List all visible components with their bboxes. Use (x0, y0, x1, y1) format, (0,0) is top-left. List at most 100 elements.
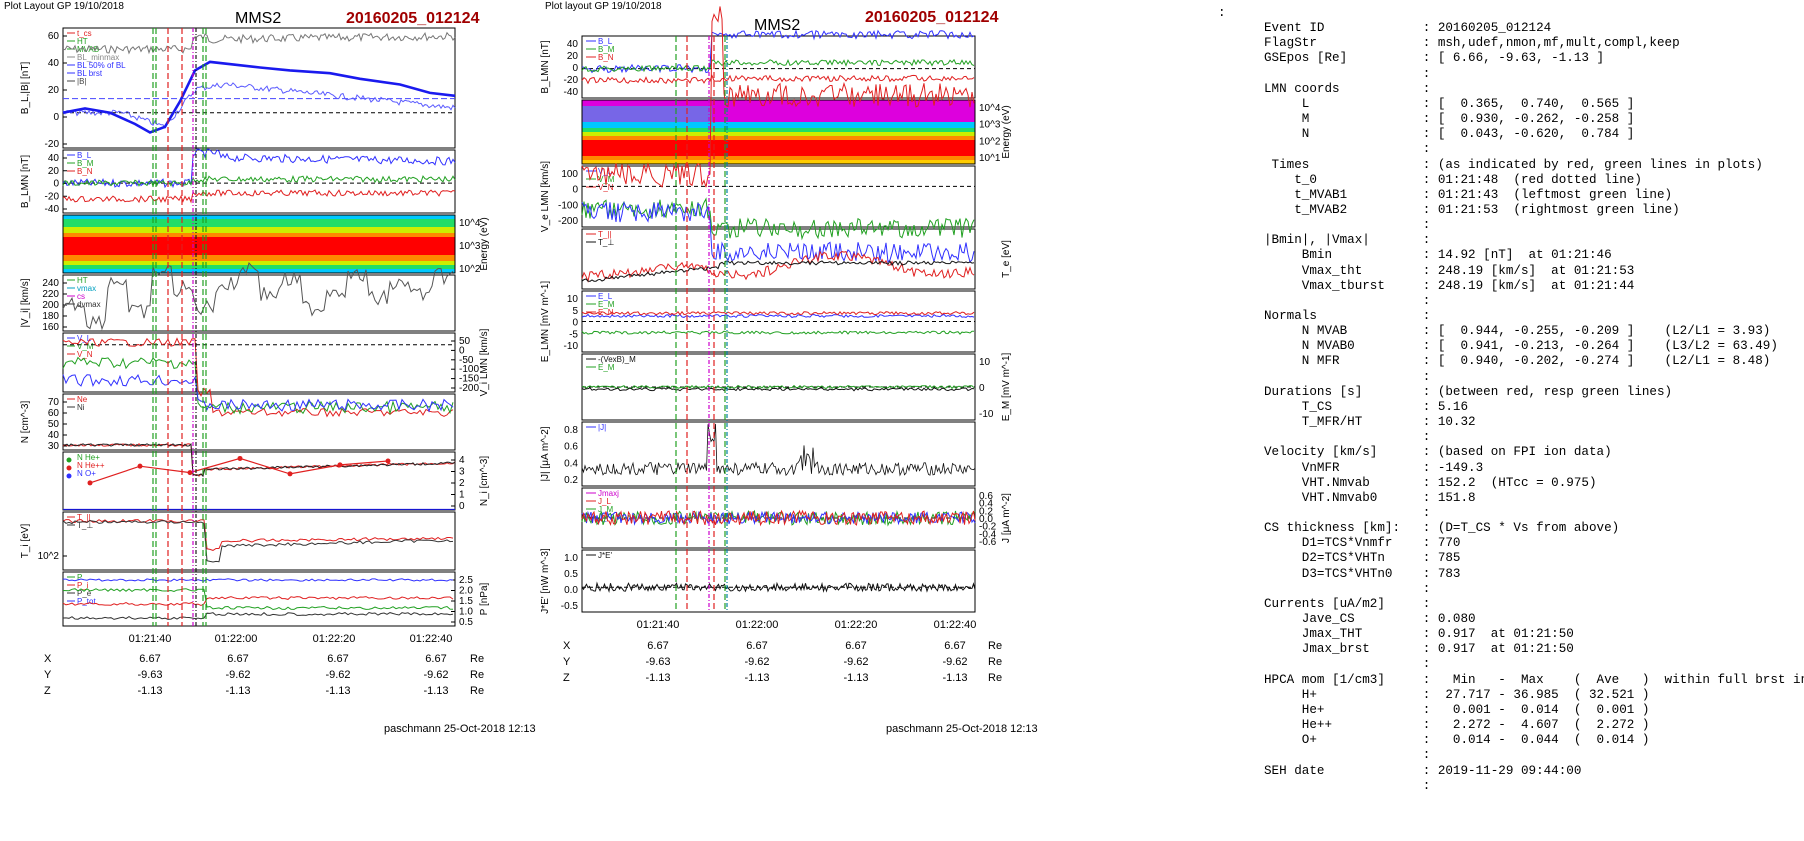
y-tick-label: -10 (564, 341, 579, 352)
bl-series (62, 148, 456, 189)
panel-frame (62, 332, 456, 393)
legend-entry: J_L (598, 497, 611, 506)
info-line: M : [ 0.930, -0.262, -0.258 ] (1264, 112, 1635, 127)
y-tick-label: 50 (48, 419, 60, 430)
y-axis-label: B_LMN [nT] (20, 155, 31, 209)
spectrogram-band (63, 261, 455, 265)
jdote-series (581, 581, 976, 593)
y-axis-label: B_LMN [nT] (540, 40, 551, 94)
ni-series (62, 443, 456, 478)
ephem-unit: Re (988, 672, 1002, 684)
y-tick-label: 10^4 (459, 218, 481, 229)
y-tick-label: -0.2 (979, 522, 997, 533)
ephem-value: -1.13 (137, 685, 162, 697)
ephem-value: 6.67 (139, 653, 160, 665)
time-tick-label: 01:22:00 (736, 619, 779, 631)
info-line: VHT.Nmvab0 : 151.8 (1264, 490, 1476, 505)
time-tick-label: 01:22:40 (934, 619, 977, 631)
info-line: CS thickness [km]: : (D=T_CS * Vs from a… (1264, 521, 1620, 536)
ephem-value: 6.67 (647, 640, 668, 652)
left-panel-4 (62, 274, 456, 332)
info-line: D1=TCS*Vnmfr : 770 (1264, 536, 1461, 551)
y-tick-label: 1.0 (459, 607, 473, 618)
legend-entry: HT (77, 37, 88, 46)
info-line: : (1264, 505, 1431, 520)
bl-raw-series (62, 82, 456, 130)
y-tick-label: 50 (459, 336, 471, 347)
spectrogram-band (63, 269, 455, 273)
y-tick-label: 200 (42, 300, 59, 311)
y-axis-label: T_e [eV] (1001, 240, 1012, 278)
legend-entry: MVAB (77, 45, 99, 54)
y-axis-label: N_i [cm^-3] (479, 456, 490, 506)
panel-frame (581, 35, 976, 99)
y-tick-label: 180 (42, 311, 59, 322)
y-tick-label: -40 (45, 204, 60, 215)
y-tick-label: 0 (53, 112, 59, 123)
y-tick-label: 0.4 (564, 458, 578, 469)
y-tick-label: -20 (564, 75, 579, 86)
event-id: 20160205_012124 (865, 9, 999, 26)
legend-marker (66, 473, 72, 479)
right-panel-9 (581, 549, 976, 613)
ephem-value: 6.67 (746, 640, 767, 652)
info-line: T_CS : 5.16 (1264, 399, 1469, 414)
left-panel-5 (62, 332, 456, 393)
y-axis-label: |J| [μA m^-2] (540, 426, 551, 481)
info-line: : (1264, 778, 1431, 793)
spectrogram-band (582, 132, 975, 136)
ephem-value: -1.13 (744, 672, 769, 684)
ephem-value: -9.62 (225, 669, 250, 681)
spectrogram-band (63, 219, 455, 227)
y-tick-label: -10 (979, 409, 994, 420)
info-line: Vmax_tburst : 248.19 [km/s] at 01:21:44 (1264, 278, 1635, 293)
legend-entry: J_M (598, 505, 613, 514)
y-tick-label: 40 (48, 430, 60, 441)
info-line: D3=TCS*VHTn0 : 783 (1264, 566, 1461, 581)
p-series (62, 588, 454, 611)
ephem-label: X (44, 653, 52, 665)
legend-entry: B_M (77, 159, 94, 168)
y-tick-label: 3 (459, 467, 465, 478)
he2-point (237, 455, 243, 461)
electron-spectrogram (581, 99, 976, 165)
y-axis-label: N [cm^-3] (20, 401, 31, 444)
legend-entry: T_|| (77, 513, 91, 522)
info-line: Jmax_THT : 0.917 at 01:21:50 (1264, 627, 1574, 642)
y-tick-label: 220 (42, 289, 59, 300)
legend-entry: E_L (598, 292, 613, 301)
left-panel-7 (62, 451, 456, 511)
legend-entry: Ne (77, 395, 88, 404)
legend-entry: V_L (77, 334, 92, 343)
info-line: T_MFR/HT : 10.32 (1264, 415, 1476, 430)
y-tick-label: 1.0 (564, 553, 578, 564)
ephem-value: 6.67 (227, 653, 248, 665)
legend-entry: P_tot (77, 597, 96, 606)
legend-entry: Ni (77, 403, 85, 412)
panel-frame (62, 27, 456, 149)
y-tick-label: -40 (564, 87, 579, 98)
info-line: : (1264, 369, 1431, 384)
y-tick-label: 0 (459, 501, 465, 512)
panel-frame (62, 571, 456, 627)
y-tick-label: 60 (48, 408, 60, 419)
panel-frame (581, 228, 976, 290)
y-tick-label: 10 (979, 357, 991, 368)
ephem-label: Z (563, 672, 570, 684)
time-tick-label: 01:22:40 (410, 633, 453, 645)
legend-entry: cs (77, 292, 85, 301)
jn-series (581, 510, 976, 526)
spectrogram-band (63, 265, 455, 269)
he2-point (187, 470, 193, 476)
he2-series (89, 457, 389, 484)
legend-entry: BL 50% of BL (77, 61, 126, 70)
bn-series (62, 189, 456, 204)
legend-entry: |B| (77, 77, 87, 86)
y-axis-label: B_L,|B| [nT] (20, 62, 31, 115)
y-tick-label: -0.4 (979, 529, 997, 540)
info-line: : (1264, 293, 1431, 308)
spectrogram-band (582, 122, 975, 128)
ephem-label: X (563, 640, 571, 652)
time-tick-label: 01:21:40 (637, 619, 680, 631)
ephem-label: Z (44, 685, 51, 697)
